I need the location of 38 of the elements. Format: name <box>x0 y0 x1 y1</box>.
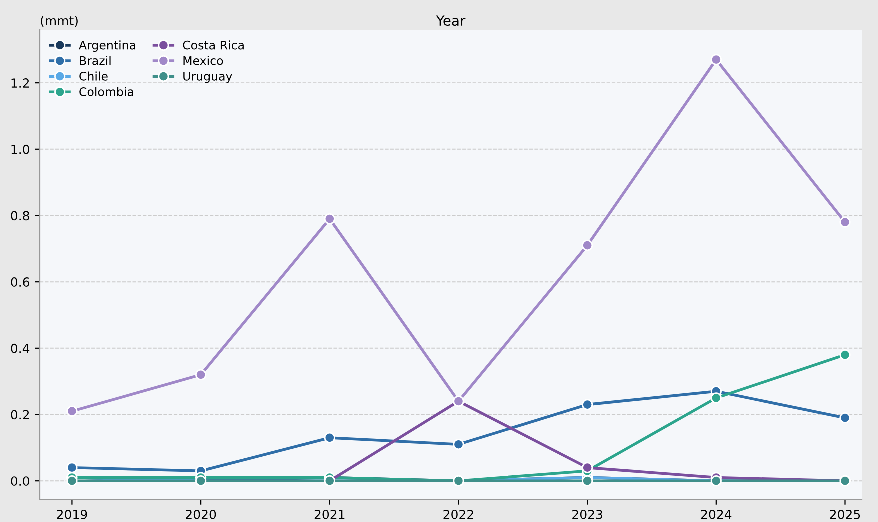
point <box>66 476 78 487</box>
y-axis-title: (mmt) <box>41 16 78 28</box>
legend-label: Chile <box>80 72 108 81</box>
y-tick-label: 0.6 <box>11 278 30 288</box>
x-tick-label: 2024 <box>701 510 732 520</box>
y-tick-label: 0.0 <box>11 476 30 486</box>
point <box>324 432 336 444</box>
point <box>710 54 722 66</box>
x-tick-label: 2025 <box>830 510 860 520</box>
y-tick-label: 0.4 <box>11 344 30 354</box>
point <box>324 214 336 225</box>
y-tick-label: 1.0 <box>12 144 30 154</box>
point <box>710 392 722 404</box>
point <box>66 406 78 417</box>
point <box>195 369 207 381</box>
legend-label: Argentina <box>79 40 136 52</box>
x-tick-label: 2019 <box>57 510 88 520</box>
point <box>582 462 594 474</box>
x-tick-label: 2021 <box>314 510 345 520</box>
point <box>582 240 594 252</box>
legend-label: Brazil <box>80 56 111 66</box>
point <box>66 462 78 474</box>
x-tick-label: 2023 <box>572 510 602 520</box>
legend-label: Costa Rica <box>183 40 244 50</box>
legend-label: Uruguay <box>184 72 232 84</box>
x-tick-label: 2022 <box>444 510 474 520</box>
point <box>840 412 851 424</box>
legend-label: Mexico <box>184 56 224 66</box>
legend-label: Colombia <box>80 87 134 96</box>
point <box>840 216 851 228</box>
point <box>840 349 851 361</box>
y-tick-label: 1.2 <box>12 78 30 88</box>
x-tick-label: 2020 <box>186 510 216 520</box>
point <box>453 439 464 450</box>
point <box>582 399 594 410</box>
chart-title: Year <box>436 16 466 26</box>
y-tick-label: 0.2 <box>11 410 30 420</box>
y-tick-label: 0.8 <box>11 211 30 221</box>
